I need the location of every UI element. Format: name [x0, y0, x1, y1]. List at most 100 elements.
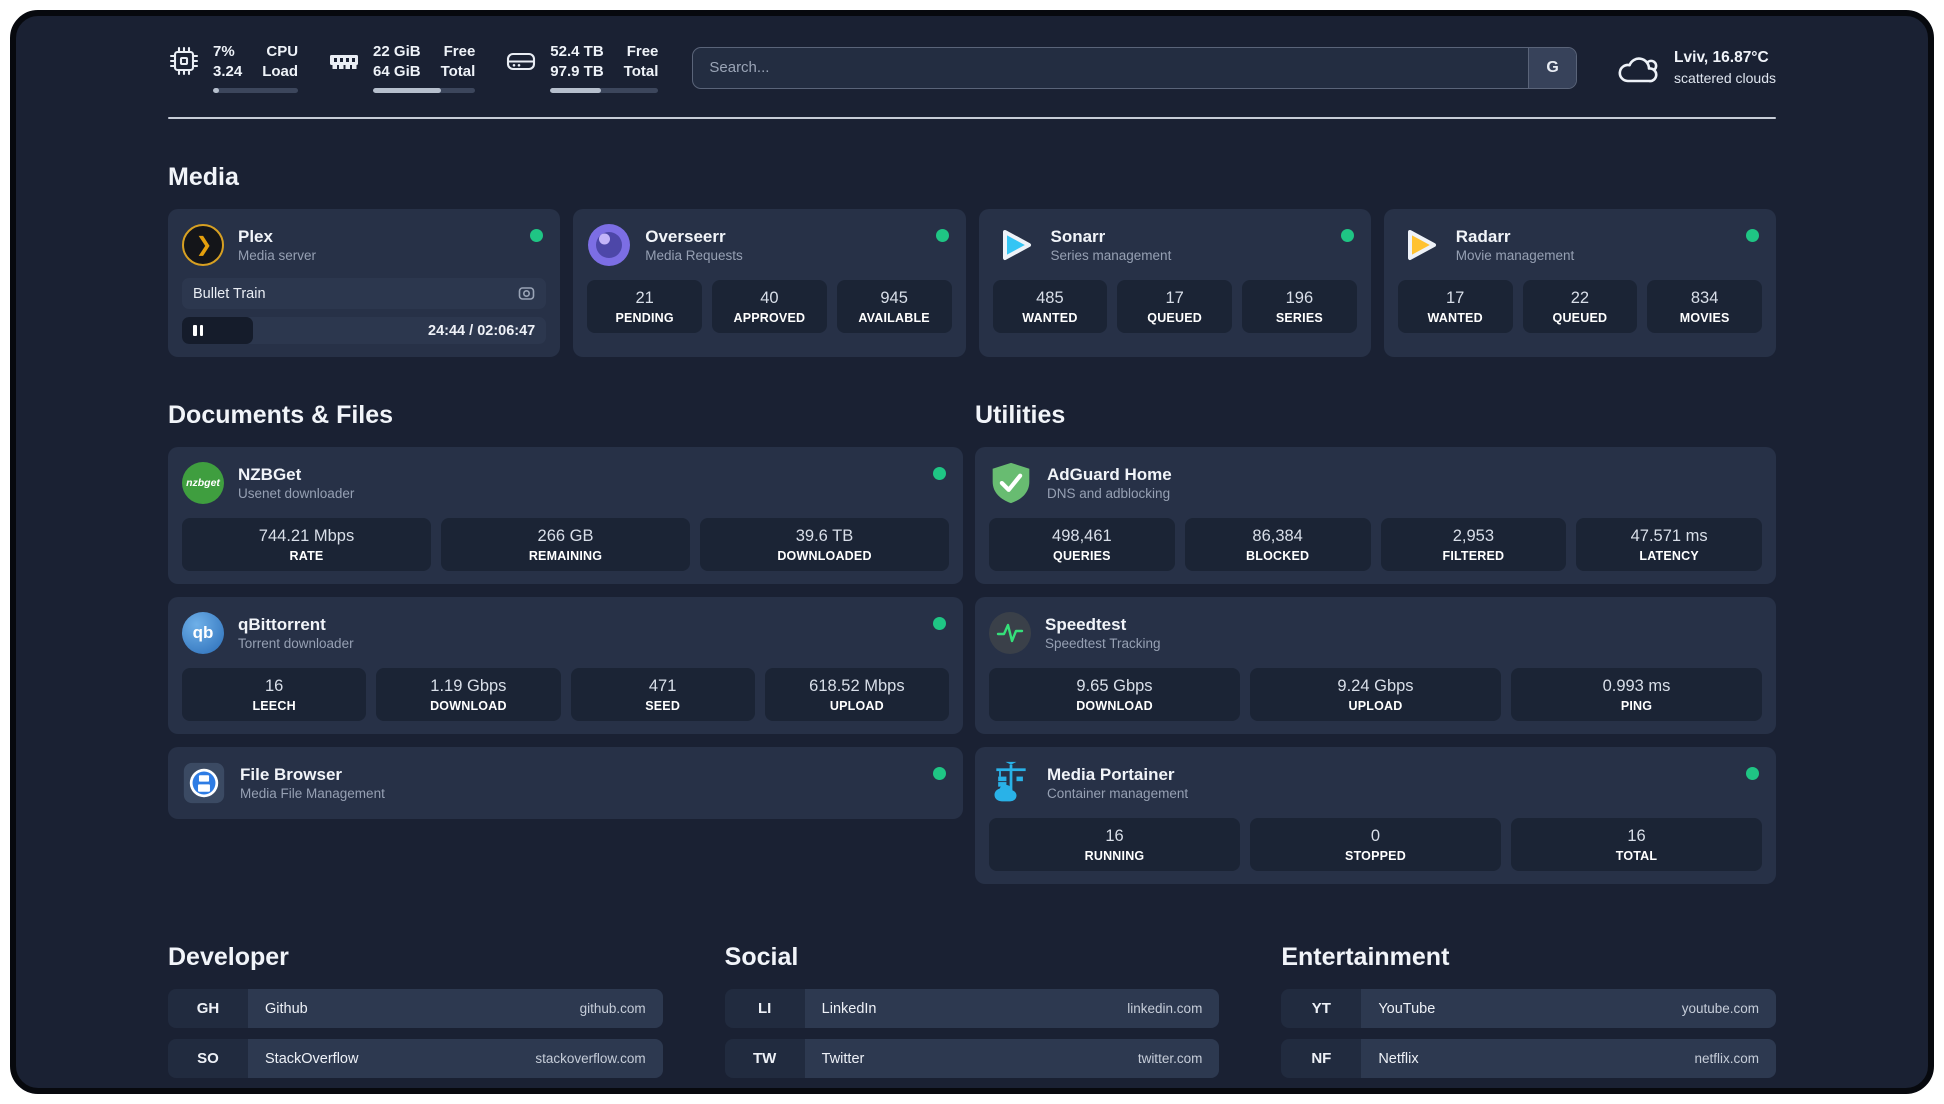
bookmark-abbr: GH: [168, 989, 248, 1028]
stat-tile: 9.65 Gbps DOWNLOAD: [989, 668, 1240, 721]
media-grid: ❯ Plex Media server Bullet Train: [168, 209, 1776, 357]
stat-tile: 17 QUEUED: [1117, 280, 1232, 333]
weather-text: Lviv, 16.87°C scattered clouds: [1674, 48, 1776, 88]
portainer-app-link[interactable]: Media Portainer Container management: [989, 760, 1762, 806]
stat-tile: 16 LEECH: [182, 668, 367, 721]
weather-location: Lviv, 16.87°C: [1674, 48, 1769, 66]
filebrowser-card: File Browser Media File Management: [168, 747, 963, 819]
memory-metric: 22 GiB 64 GiB Free Total: [328, 42, 476, 93]
online-status-dot: [1340, 229, 1354, 242]
cpu-progress-bar: [213, 88, 299, 93]
bookmark-twitter[interactable]: TW Twitter twitter.com: [724, 1039, 1220, 1078]
stat-tile: 21 PENDING: [587, 280, 702, 333]
sonarr-icon: [1002, 230, 1031, 260]
bookmark-linkedin[interactable]: LI LinkedIn linkedin.com: [724, 989, 1220, 1028]
search-bar: G: [692, 46, 1578, 89]
adguard-app-link[interactable]: AdGuard Home DNS and adblocking: [989, 460, 1762, 506]
stat-tile: 834 MOVIES: [1647, 280, 1762, 333]
filebrowser-icon: [183, 762, 225, 804]
stat-tile: 618.52 Mbps UPLOAD: [764, 668, 949, 721]
adguard-stats: 498,461 QUERIES 86,384 BLOCKED 2,953 FILTER…: [989, 518, 1762, 571]
qbittorrent-app-link[interactable]: qb qBittorrent Torrent downloader: [182, 610, 949, 656]
playback-time: 24:44 / 02:06:47: [428, 322, 536, 339]
speedtest-card: Speedtest Speedtest Tracking 9.65 Gbps DO…: [975, 597, 1776, 734]
cpu-metric: 7% 3.24 CPU Load: [168, 42, 299, 93]
stat-tile: 17 WANTED: [1397, 280, 1513, 333]
portainer-stats: 16 RUNNING 0 STOPPED 16 TOTAL: [989, 818, 1762, 871]
radarr-app-link[interactable]: Radarr Movie management: [1398, 222, 1762, 268]
bookmark-netflix[interactable]: NF Netflix netflix.com: [1281, 1039, 1776, 1078]
radarr-stats: 17 WANTED 22 QUEUED 834 MOVIES: [1397, 280, 1762, 333]
online-status-dot: [530, 229, 544, 242]
bookmark-abbr: TW: [724, 1039, 805, 1078]
nzbget-stats: 744.21 Mbps RATE 266 GB REMAINING 39.6 TB D…: [182, 518, 949, 571]
cpu-values: 7% 3.24: [213, 43, 243, 80]
stat-tile: 22 QUEUED: [1522, 280, 1638, 333]
speedtest-icon: [989, 612, 1031, 654]
now-playing-title-row: Bullet Train: [182, 278, 547, 309]
portainer-icon: [994, 761, 1026, 802]
bookmark-abbr: NF: [1281, 1039, 1362, 1078]
stat-tile: 0 STOPPED: [1250, 818, 1501, 871]
utilities-column: Utilities AdGuard Home DNS and adblockin…: [975, 357, 1776, 897]
speedtest-app-link[interactable]: Speedtest Speedtest Tracking: [989, 610, 1762, 656]
qbittorrent-icon: qb: [182, 612, 224, 654]
pause-icon[interactable]: [193, 325, 203, 336]
bookmark-youtube[interactable]: YT YouTube youtube.com: [1281, 989, 1776, 1028]
ram-icon: [330, 55, 359, 69]
adguard-card: AdGuard Home DNS and adblocking 498,461 Q…: [975, 447, 1776, 584]
stat-tile: 744.21 Mbps RATE: [182, 518, 431, 571]
bookmark-dev[interactable]: DT DEVdev.to: [168, 1089, 663, 1094]
overseerr-app-link[interactable]: Overseerr Media Requests: [587, 222, 951, 268]
top-bar: 7% 3.24 CPU Load: [168, 16, 1776, 93]
system-metrics: 7% 3.24 CPU Load: [168, 42, 659, 93]
plex-icon: ❯: [182, 224, 224, 266]
bookmark-github[interactable]: GH Github github.com: [168, 989, 663, 1028]
portainer-card: Media Portainer Container management 16 R…: [975, 747, 1776, 884]
social-column: Social LI LinkedIn linkedin.com TW Twitte…: [724, 943, 1220, 1088]
disk-progress-bar: [550, 88, 659, 93]
sonarr-stats: 485 WANTED 17 QUEUED 196 SERIES: [992, 280, 1357, 333]
adguard-icon: [992, 462, 1030, 504]
header-divider: [168, 117, 1776, 119]
stat-tile: 86,384 BLOCKED: [1184, 518, 1371, 571]
bookmark-abbr: DT: [168, 1089, 248, 1094]
overseerr-card: Overseerr Media Requests 21 PENDING 40 APP…: [573, 209, 966, 357]
stat-tile: 471 SEED: [570, 668, 755, 721]
radarr-icon: [1407, 230, 1436, 260]
disk-icon: [507, 52, 536, 71]
stat-tile: 40 APPROVED: [712, 280, 827, 333]
bookmark-reddit[interactable]: RE Redditreddit.com: [1281, 1089, 1776, 1094]
radarr-card: Radarr Movie management 17 WANTED 22 QUEUE…: [1383, 209, 1776, 357]
section-title-entertainment: Entertainment: [1281, 943, 1450, 971]
online-status-dot: [935, 229, 949, 242]
online-status-dot: [933, 767, 946, 780]
stat-tile: 2,953 FILTERED: [1380, 518, 1567, 571]
bookmarks-section: Developer GH Github github.com SO StackOv…: [168, 943, 1776, 1094]
qbittorrent-card: qb qBittorrent Torrent downloader 16 LEEC…: [168, 597, 963, 734]
search-engine-button[interactable]: G: [1528, 47, 1577, 88]
memory-progress-bar: [373, 88, 476, 93]
plex-app-link[interactable]: ❯ Plex Media server: [182, 222, 546, 268]
cpu-labels: CPU Load: [262, 43, 299, 80]
stat-tile: 485 WANTED: [992, 280, 1108, 333]
nzbget-card: nzbget NZBGet Usenet downloader 744.21 M…: [168, 447, 963, 584]
disk-values: 52.4 TB 97.9 TB: [550, 43, 604, 80]
documents-column: Documents & Files nzbget NZBGet Usenet d…: [168, 357, 963, 832]
stat-tile: 47.571 ms LATENCY: [1576, 518, 1762, 571]
search-input[interactable]: [693, 47, 1529, 88]
section-title-social: Social: [724, 943, 799, 971]
filebrowser-app-link[interactable]: File Browser Media File Management: [182, 760, 949, 806]
section-title-developer: Developer: [168, 943, 289, 971]
playback-progress-bar: 24:44 / 02:06:47: [182, 317, 547, 344]
dashboard-board: 7% 3.24 CPU Load: [10, 10, 1934, 1094]
weather-condition: scattered clouds: [1674, 69, 1776, 86]
stat-tile: 196 SERIES: [1242, 280, 1357, 333]
memory-values: 22 GiB 64 GiB: [373, 43, 421, 80]
sonarr-app-link[interactable]: Sonarr Series management: [993, 222, 1357, 268]
nzbget-app-link[interactable]: nzbget NZBGet Usenet downloader: [182, 460, 949, 506]
bookmark-abbr: YT: [1281, 989, 1362, 1028]
stat-tile: 0.993 ms PING: [1511, 668, 1762, 721]
bookmark-stackoverflow[interactable]: SO StackOverflow stackoverflow.com: [168, 1039, 663, 1078]
